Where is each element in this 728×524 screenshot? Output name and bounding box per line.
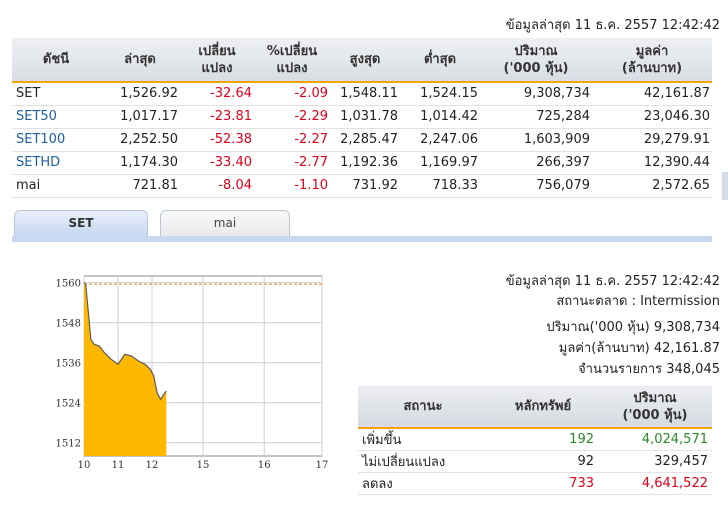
tab-mai[interactable]: mai	[160, 210, 290, 236]
col-breadth-volume: ปริมาณ ('000 หุ้น)	[598, 386, 712, 428]
x-tick-label: 11	[112, 460, 125, 471]
index-line	[83, 282, 167, 401]
index-last: 1,526.92	[100, 81, 180, 106]
index-last: 1,174.30	[100, 151, 180, 175]
index-change: -52.38	[180, 128, 254, 152]
index-name-link[interactable]: SET100	[12, 128, 100, 152]
tab-set[interactable]: SET	[14, 210, 148, 236]
index-change: -8.04	[180, 174, 254, 198]
index-value: 23,046.30	[592, 105, 712, 129]
breadth-volume: 4,024,571	[598, 427, 712, 451]
index-last: 2,252.50	[100, 128, 180, 152]
breadth-status: ลดลง	[358, 472, 488, 495]
intraday-index-chart: 1512 1524 1536 1548 1560 10 11 12 15 16 17	[56, 275, 329, 471]
scrollbar-handle[interactable]	[722, 172, 728, 200]
market-status: สถานะตลาด : Intermission	[556, 294, 720, 309]
index-high: 731.92	[330, 174, 400, 198]
index-volume: 9,308,734	[480, 81, 592, 106]
index-high: 1,192.36	[330, 151, 400, 175]
index-high: 1,548.11	[330, 81, 400, 106]
index-change: -33.40	[180, 151, 254, 175]
col-securities: หลักทรัพย์	[488, 386, 598, 428]
breadth-volume: 4,641,522	[598, 472, 712, 495]
index-value: 12,390.44	[592, 151, 712, 175]
y-tick-label: 1512	[56, 439, 81, 450]
table-row: ไม่เปลี่ยนแปลง 92 329,457	[358, 450, 712, 473]
index-value: 42,161.87	[592, 81, 712, 106]
summary-asof: ข้อมูลล่าสุด 11 ธ.ค. 2557 12:42:42	[505, 274, 720, 289]
y-tick-label: 1560	[56, 279, 81, 290]
index-pct-change: -2.77	[254, 151, 330, 175]
index-area	[84, 282, 167, 456]
index-value: 29,279.91	[592, 128, 712, 152]
table-row: ลดลง 733 4,641,522	[358, 472, 712, 495]
col-volume: ปริมาณ ('000 หุ้น)	[480, 38, 592, 82]
table-row[interactable]: SET50 1,017.17 -23.81 -2.29 1,031.78 1,0…	[12, 105, 712, 129]
index-table: ดัชนี ล่าสุด เปลี่ยน แปลง %เปลี่ยน แปลง สู…	[12, 38, 712, 198]
index-last: 721.81	[100, 174, 180, 198]
breadth-count: 192	[488, 427, 598, 451]
index-name-link[interactable]: SETHD	[12, 151, 100, 175]
index-volume: 756,079	[480, 174, 592, 198]
index-pct-change: -2.27	[254, 128, 330, 152]
index-change: -23.81	[180, 105, 254, 129]
last-update-label: ข้อมูลล่าสุด 11 ธ.ค. 2557 12:42:42	[505, 18, 720, 33]
col-high: สูงสุด	[330, 38, 400, 82]
index-low: 718.33	[400, 174, 480, 198]
index-volume: 1,603,909	[480, 128, 592, 152]
index-name-link[interactable]: SET50	[12, 105, 100, 129]
breadth-count: 92	[488, 450, 598, 473]
index-pct-change: -2.09	[254, 81, 330, 106]
x-tick-label: 12	[146, 460, 159, 471]
col-last: ล่าสุด	[100, 38, 180, 82]
tab-underline	[12, 236, 712, 242]
breadth-status: เพิ่มขึ้น	[358, 427, 488, 451]
table-row[interactable]: SET100 2,252.50 -52.38 -2.27 2,285.47 2,…	[12, 128, 712, 152]
col-value: มูลค่า (ล้านบาท)	[592, 38, 712, 82]
summary-deals: จำนวนรายการ 348,045	[578, 362, 720, 377]
col-pct-change: %เปลี่ยน แปลง	[254, 38, 330, 82]
index-high: 1,031.78	[330, 105, 400, 129]
summary-volume: ปริมาณ('000 หุ้น) 9,308,734	[546, 320, 720, 335]
y-tick-label: 1536	[56, 359, 81, 370]
table-row: mai 721.81 -8.04 -1.10 731.92 718.33 756…	[12, 174, 712, 198]
col-low: ต่ำสุด	[400, 38, 480, 82]
breadth-status: ไม่เปลี่ยนแปลง	[358, 450, 488, 473]
index-pct-change: -1.10	[254, 174, 330, 198]
breadth-volume: 329,457	[598, 450, 712, 473]
table-row: เพิ่มขึ้น 192 4,024,571	[358, 427, 712, 451]
index-last: 1,017.17	[100, 105, 180, 129]
y-tick-label: 1548	[56, 319, 81, 330]
index-name: mai	[12, 174, 100, 198]
market-breadth-table: สถานะ หลักทรัพย์ ปริมาณ ('000 หุ้น) เพิ่ม…	[358, 386, 712, 495]
x-tick-label: 15	[197, 460, 210, 471]
index-low: 1,524.15	[400, 81, 480, 106]
x-tick-label: 16	[258, 460, 271, 471]
index-value: 2,572.65	[592, 174, 712, 198]
breadth-header: สถานะ หลักทรัพย์ ปริมาณ ('000 หุ้น)	[358, 386, 712, 428]
col-status: สถานะ	[358, 386, 488, 428]
index-change: -32.64	[180, 81, 254, 106]
index-volume: 725,284	[480, 105, 592, 129]
summary-value: มูลค่า(ล้านบาท) 42,161.87	[558, 341, 720, 356]
index-high: 2,285.47	[330, 128, 400, 152]
table-row: SET 1,526.92 -32.64 -2.09 1,548.11 1,524…	[12, 81, 712, 106]
col-change: เปลี่ยน แปลง	[180, 38, 254, 82]
index-low: 1,014.42	[400, 105, 480, 129]
index-name: SET	[12, 81, 100, 106]
index-low: 2,247.06	[400, 128, 480, 152]
x-tick-label: 10	[78, 460, 91, 471]
table-row[interactable]: SETHD 1,174.30 -33.40 -2.77 1,192.36 1,1…	[12, 151, 712, 175]
index-pct-change: -2.29	[254, 105, 330, 129]
breadth-count: 733	[488, 472, 598, 495]
index-low: 1,169.97	[400, 151, 480, 175]
x-tick-label: 17	[316, 460, 329, 471]
index-table-header: ดัชนี ล่าสุด เปลี่ยน แปลง %เปลี่ยน แปลง สู…	[12, 38, 712, 82]
index-volume: 266,397	[480, 151, 592, 175]
y-tick-label: 1524	[56, 399, 81, 410]
col-index: ดัชนี	[12, 38, 100, 82]
